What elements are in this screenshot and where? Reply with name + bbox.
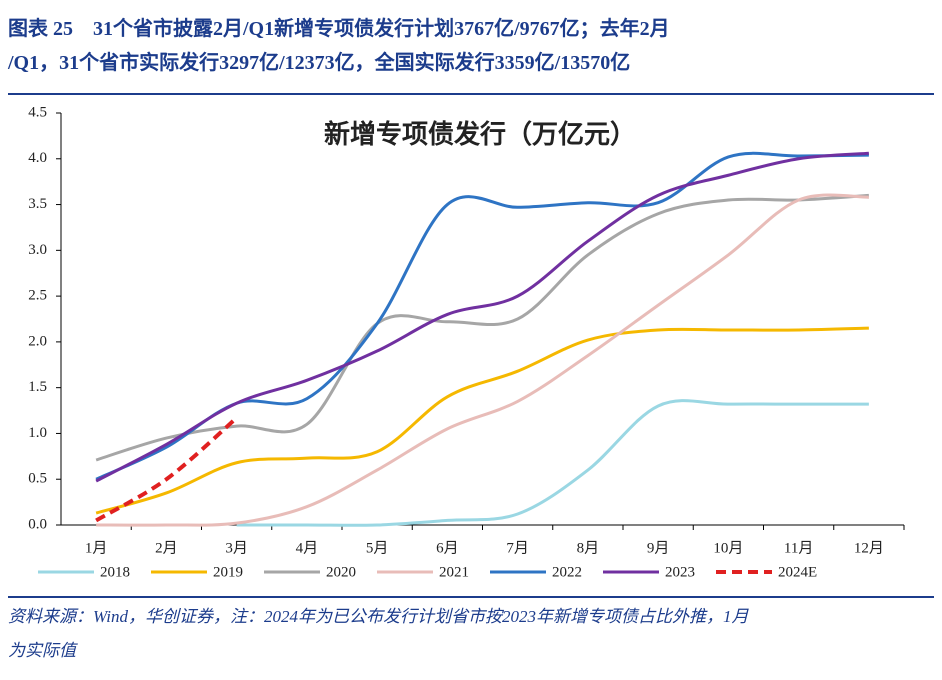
series-line [96,193,869,527]
legend-label: 2024E [778,564,817,580]
x-tick-label: 12月 [854,540,884,556]
y-tick-label: 1.0 [28,425,47,441]
figure-caption: /Q1，31个省市实际发行3297亿/12373亿，全国实际发行3359亿/13… [8,52,631,74]
x-tick-label: 4月 [296,540,319,556]
y-tick-label: 2.5 [28,288,47,304]
y-tick-label: 2.0 [28,333,47,349]
figure-caption: 图表 25 31个省市披露2月/Q1新增专项债发行计划3767亿/9767亿；去… [8,18,670,40]
x-tick-label: 11月 [784,540,813,556]
x-tick-label: 1月 [85,540,108,556]
y-tick-label: 4.0 [28,150,47,166]
x-tick-label: 7月 [506,540,529,556]
source-note: 资料来源：Wind，华创证券，注：2024年为已公布发行计划省市按2023年新增… [8,607,749,626]
series-line [95,151,869,483]
legend-label: 2021 [439,564,469,580]
series-line [95,193,869,462]
chart-title: 新增专项债发行（万亿元） [324,119,636,149]
y-tick-label: 1.5 [28,379,47,395]
series-line [236,399,869,527]
legend-label: 2018 [100,564,130,580]
y-tick-label: 3.0 [28,242,47,258]
y-tick-label: 3.5 [28,196,47,212]
legend-label: 2023 [665,564,695,580]
y-tick-label: 0.5 [28,471,47,487]
x-tick-label: 2月 [155,540,178,556]
x-tick-label: 6月 [436,540,459,556]
x-tick-label: 3月 [225,540,248,556]
y-tick-label: 0.0 [28,516,47,532]
source-note: 为实际值 [8,641,76,660]
x-tick-label: 8月 [577,540,600,556]
x-tick-label: 9月 [647,540,670,556]
legend-label: 2019 [213,564,243,580]
series-line [95,416,238,523]
legend-label: 2020 [326,564,356,580]
y-tick-label: 4.5 [28,104,47,120]
x-tick-label: 5月 [366,540,389,556]
x-tick-label: 10月 [713,540,743,556]
legend-label: 2022 [552,564,582,580]
series-line [95,326,869,515]
